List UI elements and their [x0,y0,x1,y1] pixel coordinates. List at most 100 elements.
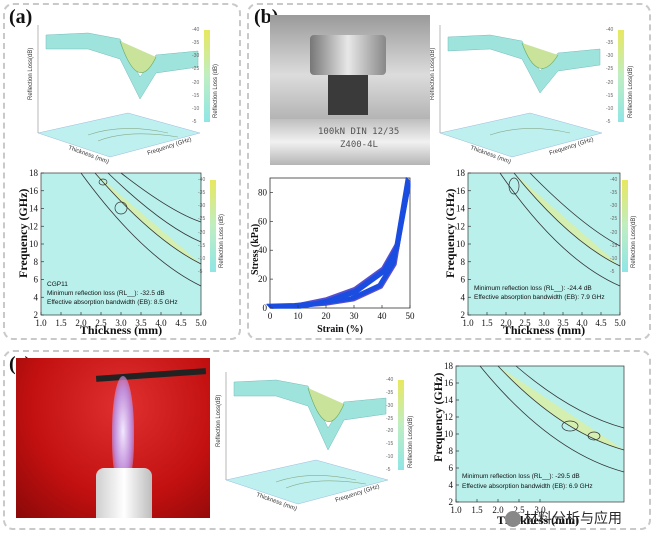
annotation-eb: Effective absorption bandwidth (EB): 6.9… [462,483,593,490]
x-tick-label: 10 [294,311,304,321]
x-tick-label: 1.0 [35,318,47,328]
photo-compression-machine: 100kN DIN 12/35 Z400-4L [270,15,430,165]
y-axis-label: Frequency (GHz) [443,189,457,278]
surface-plot-c: Reflection Loss(dB) Thickness (mm) Frequ… [216,372,389,512]
y-tick-label: 10 [29,239,39,249]
series-line-loading [272,186,411,309]
colorbar-tick-label: -25 [192,66,200,73]
surface-floor [37,112,201,158]
floor-contour [489,128,571,136]
annotation-eb: Effective absorption bandwidth (EB): 8.5… [47,299,178,306]
contour-line [513,172,621,267]
y-axis-label: Stress (kPa) [250,224,261,275]
colorbar-tick-label: -10 [386,454,394,461]
x-tick-label: 2.0 [492,505,504,515]
contour-plot-c: Frequency (GHz) Thickness (mm) 1.0 1.5 2.0… [431,361,625,527]
y-tick-label: 2 [34,310,39,320]
colorbar-tick-label: -10 [192,105,200,112]
colorbar-tick-label: -40 [606,27,614,33]
surface-floor [439,112,603,158]
z-axis-label: Reflection Loss(dB) [28,48,34,100]
surface-dip [307,387,345,422]
flame [112,376,134,486]
panel-b [247,3,651,340]
colorbar-tick-label: -10 [610,255,618,262]
colorbar-tick-label: -15 [610,242,618,249]
annotation-rl: Minimum reflection loss (RL__): -24.4 dB [474,285,592,292]
svg-text:Reflection Loss(dB): Reflection Loss(dB) [628,66,634,118]
y-tick-label: 80 [258,187,268,197]
x-tick-label: 5.0 [614,318,626,328]
x-tick-label: 1.0 [450,505,462,515]
panel-a-label: (a) [9,6,33,28]
colorbar-tick-label: -25 [606,66,614,73]
colorbar-tick-label: -5 [606,119,611,125]
y-tick-label: 4 [34,292,39,302]
colorbar-c-top [398,380,404,470]
y-ticks: 2 4 6 8 10 12 14 16 18 [456,168,471,320]
plot-frame [269,177,411,309]
x-tick-label: 5.0 [195,318,207,328]
y-tick-label: 4 [461,292,466,302]
svg-text:Reflection Loss (dB): Reflection Loss (dB) [219,214,225,268]
x-tick-label: 4.0 [576,318,588,328]
colorbar-tick-label: -30 [606,53,614,60]
surface-plot-a: Reflection Loss(dB) Thickness (mm) Frequ… [28,25,201,165]
colorbar-a [210,180,216,272]
colorbar-tick-label: -10 [198,255,206,262]
photo-flame-test [16,358,210,518]
y-tick-label: 40 [258,245,268,255]
x-tick-label: 50 [406,311,416,321]
contour-plot-b: Frequency (GHz) Thickness (mm) 1.0 1.5 2.0… [443,168,626,337]
x-tick-label: 1.0 [462,318,474,328]
x-tick-label: 3.0 [534,505,546,515]
colorbar-b-top [618,30,624,122]
plate-text-2: Z400-4L [340,140,378,150]
colorbar-tick-label: -25 [198,216,206,223]
lamp [96,468,152,518]
colorbar-tick-label: -15 [606,92,614,99]
y-tick-label: 18 [444,361,454,371]
surface-plot-b: Reflection Loss(dB) Thickness (mm) Frequ… [430,25,603,165]
colorbar-b-top-label: Reflection Loss(dB) [628,66,634,118]
x-tick-label: 2.5 [95,318,107,328]
floor-contour [275,475,367,489]
colorbar-tick-label: -20 [610,229,618,236]
y-axis-label: Frequency (GHz) [431,373,445,462]
y-tick-label: 10 [456,239,466,249]
y-tick-label: 18 [456,168,466,178]
y-tick-label: 12 [456,221,465,231]
y-tick-label: 4 [449,480,454,490]
x-tick-label: 30 [350,311,360,321]
contour-plot-a: Frequency (GHz) Thickness (mm) 1.0 1.5 2.0… [16,168,207,337]
y-tick-label: 2 [461,310,466,320]
annotation-rl: Minimum reflection loss (RL__): -29.5 dB [462,473,580,480]
metal-plate [270,119,430,165]
tweezer [95,368,207,382]
colorbar-c-top-label: Reflection Loss(dB) [408,416,414,468]
colorbar-a-label: Reflection Loss (dB) [219,214,225,268]
y-tick-label: 14 [29,204,39,214]
y-tick-label: 12 [29,221,38,231]
colorbar-tick-label: -5 [386,467,391,473]
contour-peak [508,177,520,195]
y-tick-label: 16 [444,378,454,388]
x-tick-label: 2.0 [75,318,87,328]
colorbar-tick-label: -30 [198,203,206,210]
y-tick-label: 14 [444,395,454,405]
y-axis-label: Frequency (GHz) [16,189,30,278]
svg-text:Reflection Loss(dB): Reflection Loss(dB) [408,416,414,468]
x-tick-label: 3.5 [135,318,147,328]
x-tick-label: 20 [322,311,332,321]
annotation-eb: Effective absorption bandwidth (EB): 7.9… [474,294,605,301]
colorbar-tick-label: -35 [192,40,200,47]
svg-text:Reflection Loss (dB): Reflection Loss (dB) [213,64,219,118]
contour-peak [98,178,108,186]
contour-line [107,172,202,243]
colorbar-tick-label: -30 [610,203,618,210]
colorbar-b [622,180,628,272]
wechat-logo-icon [505,511,521,527]
x-tick-label: 1.5 [481,318,493,328]
x-tick-label: 40 [378,311,388,321]
colorbar-tick-label: -5 [198,269,203,275]
